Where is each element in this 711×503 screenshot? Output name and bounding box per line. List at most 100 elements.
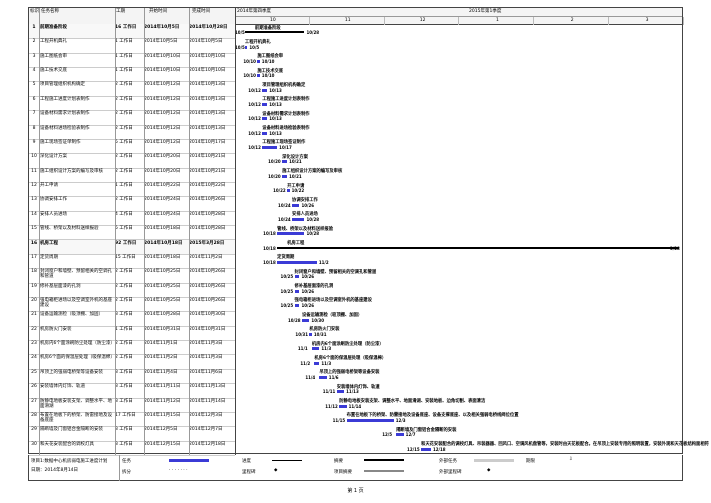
task-bar[interactable] [262, 131, 268, 135]
task-bar[interactable] [396, 433, 404, 437]
table-row[interactable]: 21 设备运输测检（吸顶棚、加固） 3 工作日 2014年10月28日 2014年10月… [29, 311, 235, 327]
summary-bar[interactable] [244, 31, 305, 34]
bar-start-date: 10/24 [278, 216, 291, 222]
task-bar[interactable] [294, 289, 300, 293]
task-duration: 1 工作日 [115, 53, 133, 59]
table-row[interactable]: 28 布置在地板下的桥架、防雷接地及设备底座 17 工作日 2014年11月15日 20… [29, 412, 235, 428]
task-start: 2014年11月2日 [144, 355, 178, 361]
table-row[interactable]: 1 前期准备阶段 16 工作日 2014年10月5日 2014年10月28日 [29, 24, 235, 40]
task-bar[interactable] [277, 232, 305, 236]
bar-label: 机房6个面的保温层处理（吸保温棉） [314, 355, 387, 361]
legend-progress: 进度 [242, 459, 251, 464]
table-row[interactable]: 24 机房6个面的保温层处理（吸保温棉） 2 工作日 2014年11月2日 2014年1… [29, 354, 235, 370]
task-bar[interactable] [282, 160, 288, 164]
task-bar[interactable] [257, 74, 260, 78]
table-row[interactable]: 8 设备材料进场检验表制作 2 工作日 2014年10月12日 2014年10月13日 [29, 125, 235, 140]
bar-label: 安装墙体内灯饰、轨道 [336, 384, 380, 390]
table-row[interactable]: 22 机房防火门安装 1 工作日 2014年10月31日 2014年10月31日 [29, 326, 235, 342]
bar-label: 设备运输测检（吸顶棚、加固） [301, 312, 363, 318]
table-row[interactable]: 14 安排人员进场 4 工作日 2014年10月24日 2014年10月28日 [29, 211, 235, 227]
task-duration: 1 工作日 [115, 68, 133, 74]
bar-end-date: 11/13 [346, 389, 359, 395]
bar-label: 隔断墙及门窗铝合金隔断的安装 [396, 427, 457, 433]
task-start: 2014年10月10日 [144, 53, 181, 59]
bar-end-date: 10/21 [289, 159, 302, 165]
task-duration: 15 工作日 [115, 254, 136, 260]
legend-milestone: 里程碑 [242, 470, 256, 475]
task-bar[interactable] [292, 203, 300, 207]
bar-end-date: 12/3 [395, 418, 406, 424]
table-row[interactable]: 2 工程开机典礼 1 工作日 2014年10月5日 2014年10月5日 [29, 38, 235, 54]
task-bar[interactable] [336, 390, 345, 394]
divider [115, 8, 116, 455]
task-bar[interactable] [257, 59, 260, 63]
table-row[interactable]: 17 定货周期 15 工作日 2014年10月18日 2014年11月2日 [29, 254, 235, 270]
bar-label: 管线、桥架以及材料送样报验 [277, 226, 334, 232]
summary-bar[interactable] [277, 246, 680, 249]
task-name: 项目管理组织机构确定 [40, 82, 85, 88]
task-start: 2014年10月25日 [144, 283, 181, 289]
table-row[interactable]: 5 项目管理组织机构确定 2 工作日 2014年10月12日 2014年10月13日 [29, 81, 235, 97]
task-bar[interactable] [319, 375, 327, 379]
table-row[interactable]: 11 施工组织设计方案的编写及审核 2 工作日 2014年10月20日 2014年10月… [29, 168, 235, 184]
table-row[interactable]: 13 协调安排工作 2 工作日 2014年10月24日 2014年10月26日 [29, 196, 235, 212]
task-bar[interactable] [311, 347, 320, 351]
month-header: 1 [462, 17, 535, 25]
divider [235, 8, 236, 455]
task-duration: 2 工作日 [115, 269, 133, 275]
task-bar[interactable] [301, 318, 310, 322]
table-row[interactable]: 20 强电箱柜进场以及空调室外机的基座建设 2 工作日 2014年10月25日 2014… [29, 297, 235, 313]
bar-start-date: 10/18 [263, 245, 276, 251]
table-row[interactable]: 27 防静电地板安装支架、调整水平、地面滑湖 3 工作日 2014年11月12日 201… [29, 398, 235, 413]
task-name: 开工申请 [40, 183, 58, 189]
table-row[interactable]: 30 和天花安装配合的调校灯具 3 工作日 2014年12月15日 2014年12月18… [29, 441, 235, 456]
task-name: 前期准备阶段 [40, 25, 67, 30]
table-row[interactable]: 10 深化设计方案 2 工作日 2014年10月20日 2014年10月21日 [29, 153, 235, 169]
table-row[interactable]: 18 封闭窗户和墙壁、预留相关的空调孔和管道 2 工作日 2014年10月25日 201… [29, 268, 235, 284]
task-end: 2014年11月3日 [189, 341, 223, 347]
bar-end-date: 10/5 [249, 44, 260, 50]
task-bar[interactable] [262, 88, 268, 92]
table-row[interactable]: 15 管线、桥架以及材料送样报验 5 工作日 2014年10月18日 2014年10月2… [29, 225, 235, 241]
table-row[interactable]: 16 机房工程 92 工作日 2014年10月18日 2015年3月28日 [29, 239, 235, 255]
task-bar[interactable] [294, 275, 300, 279]
table-row[interactable]: 23 机房内6个面涂刷防尘处理（防尘漆） 2 工作日 2014年11月1日 2014年1… [29, 340, 235, 356]
task-bar[interactable] [309, 332, 312, 336]
task-start: 2014年10月18日 [144, 240, 183, 246]
task-bar[interactable] [292, 217, 305, 221]
task-bar[interactable] [287, 189, 290, 193]
task-bar[interactable] [262, 146, 278, 150]
task-id: 21 [31, 312, 37, 318]
task-bar[interactable] [244, 45, 248, 49]
task-bar[interactable] [346, 419, 394, 423]
task-bar[interactable] [282, 174, 288, 178]
bar-label: 深化设计方案 [282, 154, 308, 160]
bar-label: 安排人员进场 [292, 212, 318, 218]
table-row[interactable]: 25 吊顶上的强弱电桥架等设备安装 3 工作日 2014年11月4日 2014年11月6… [29, 369, 235, 385]
table-row[interactable]: 6 工程施工进度计划表制作 2 工作日 2014年10月12日 2014年10月13日 [29, 96, 235, 112]
table-row[interactable]: 19 修补基层面漆的孔洞 2 工作日 2014年10月25日 2014年10月26日 [29, 283, 235, 298]
task-bar[interactable] [262, 103, 268, 107]
table-row[interactable]: 3 施工图纸会审 1 工作日 2014年10月10日 2014年10月10日 [29, 53, 235, 69]
task-bar[interactable] [294, 304, 300, 308]
table-row[interactable]: 9 施工现场签证单制作 5 工作日 2014年10月12日 2014年10月17日 [29, 139, 235, 155]
table-row[interactable]: 26 安装墙体内灯饰、轨道 3 工作日 2014年11月11日 2014年11月13日 [29, 383, 235, 399]
bar-label: 设备材料进场检验表制作 [262, 126, 310, 132]
task-bar[interactable] [339, 404, 347, 408]
task-start: 2014年10月5日 [144, 25, 180, 30]
month-header: 10 [237, 17, 310, 25]
task-bar[interactable] [262, 117, 268, 121]
bar-label: 开工申请 [287, 183, 305, 189]
table-row[interactable]: 4 施工技术交底 1 工作日 2014年10月10日 2014年10月10日 [29, 67, 235, 83]
table-row[interactable]: 7 设备材料需求计划表制作 2 工作日 2014年10月12日 2014年10月13日 [29, 110, 235, 126]
task-duration: 3 工作日 [115, 441, 133, 447]
task-bar[interactable] [421, 447, 431, 451]
bar-end-date: 11/6 [328, 374, 339, 380]
task-id: 19 [31, 283, 37, 289]
table-row[interactable]: 12 开工申请 1 工作日 2014年10月22日 2014年10月22日 [29, 182, 235, 198]
month-header: 12 [387, 17, 460, 25]
task-bar[interactable] [277, 261, 317, 265]
table-row[interactable]: 29 隔断墙及门窗铝合金隔断的安装 3 工作日 2014年12月5日 2014年12月7… [29, 426, 235, 442]
bar-label: 修补基层面漆的孔洞 [294, 284, 334, 290]
task-bar[interactable] [314, 361, 320, 365]
